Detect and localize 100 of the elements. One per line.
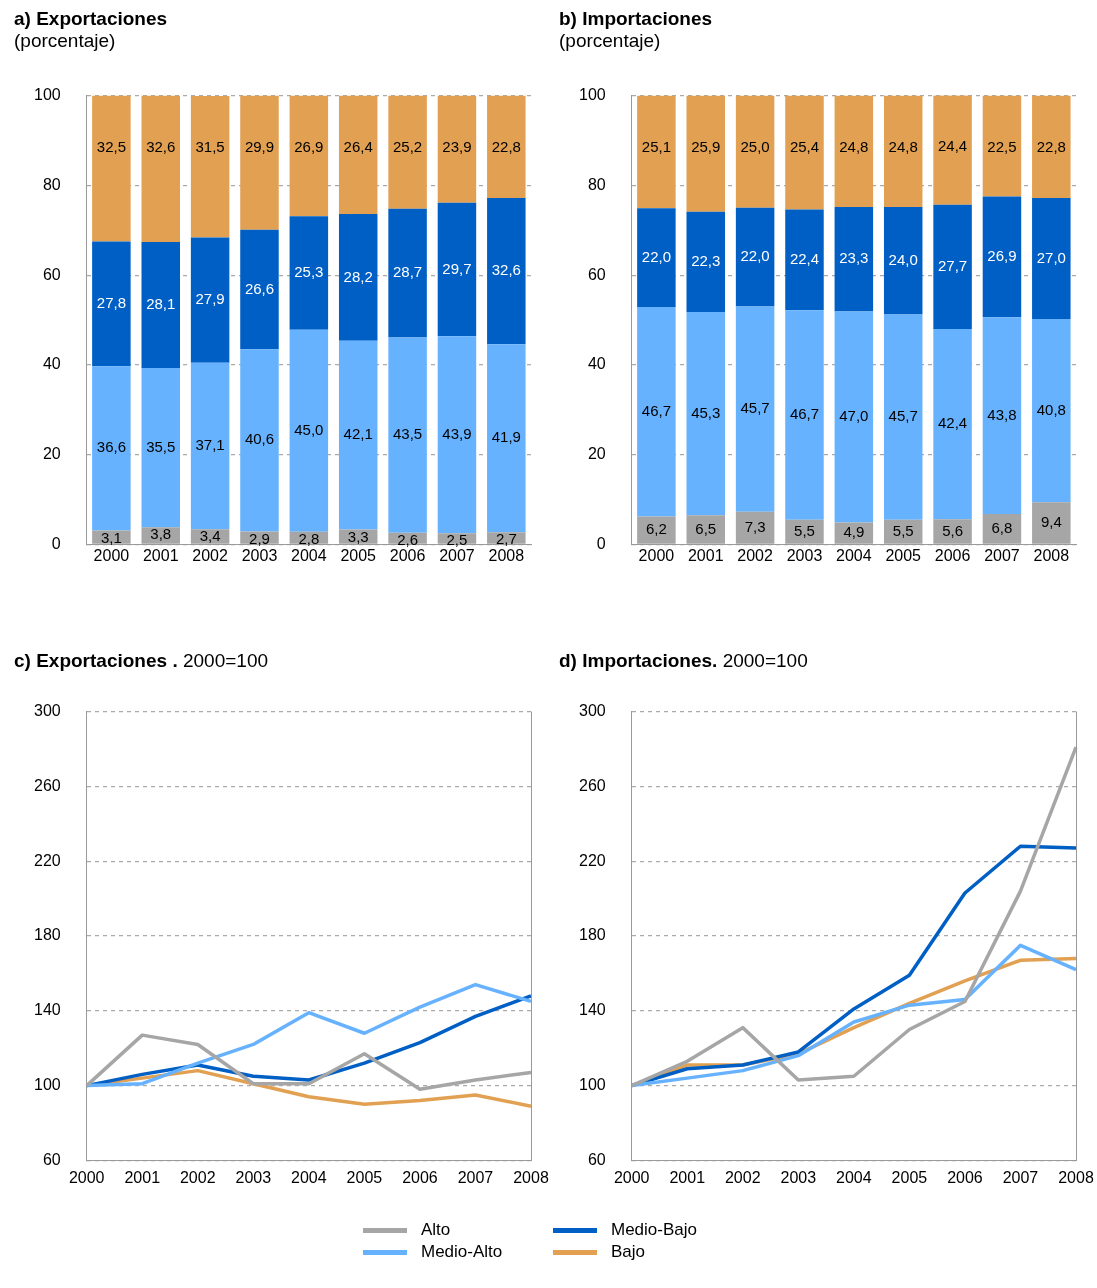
- data-label: 6,8: [991, 518, 1013, 536]
- data-label: 6,5: [695, 519, 717, 537]
- legend-label: Bajo: [611, 1242, 646, 1262]
- data-label: 22,8: [1036, 137, 1066, 155]
- bar: [338, 214, 378, 341]
- y-tick-label: 40: [42, 355, 61, 373]
- data-label: 26,4: [343, 137, 373, 155]
- legend-label: Medio-Alto: [421, 1242, 503, 1262]
- data-label: 7,3: [744, 517, 766, 535]
- data-label: 24,8: [839, 137, 869, 155]
- bar: [240, 349, 279, 532]
- data-label: 2,8: [298, 529, 320, 547]
- bar: [834, 206, 874, 312]
- data-label: 23,3: [839, 249, 869, 267]
- y-tick-label: 100: [578, 1076, 606, 1094]
- data-label: 43,8: [987, 405, 1017, 423]
- chart-title: b) Importaciones: [559, 8, 713, 29]
- data-label: 45,7: [740, 399, 770, 417]
- x-tick-label: 2008: [1033, 547, 1070, 565]
- y-tick-label: 20: [42, 445, 61, 463]
- data-label: 25,0: [740, 137, 770, 155]
- bar: [92, 241, 131, 367]
- bar: [637, 516, 676, 544]
- y-tick-label: 300: [33, 702, 61, 720]
- y-tick-label: 0: [51, 534, 61, 552]
- x-tick-label: 2003: [241, 547, 278, 565]
- x-tick-label: 2004: [836, 1169, 872, 1187]
- data-label: 5,6: [942, 521, 964, 539]
- data-label: 37,1: [195, 436, 225, 454]
- legend-label: Alto: [421, 1220, 451, 1240]
- bar: [933, 204, 972, 329]
- data-label: 3,8: [150, 525, 172, 543]
- y-tick-label: 100: [33, 1076, 61, 1094]
- y-tick-label: 60: [42, 265, 61, 283]
- bar: [933, 519, 972, 544]
- chart-title: a) Exportaciones: [14, 8, 168, 29]
- bar: [1032, 319, 1071, 503]
- bar: [686, 211, 725, 312]
- x-tick-label: 2003: [235, 1169, 272, 1187]
- y-tick-label: 260: [33, 776, 61, 794]
- data-label: 22,3: [691, 252, 721, 270]
- x-tick-label: 2005: [885, 547, 922, 565]
- data-label: 40,8: [1036, 400, 1066, 418]
- x-tick-label: 2003: [786, 547, 823, 565]
- data-label: 3,1: [100, 528, 122, 546]
- x-tick-label: 2003: [780, 1169, 817, 1187]
- data-label: 5,5: [794, 521, 815, 539]
- data-label: 43,5: [392, 425, 423, 443]
- bar: [785, 209, 824, 311]
- bar: [785, 95, 824, 210]
- y-tick-label: 220: [33, 851, 61, 869]
- chart-subtitle: (porcentaje): [559, 30, 662, 52]
- data-label: 41,9: [491, 428, 521, 446]
- x-tick-label: 2000: [93, 547, 130, 565]
- bar: [190, 362, 230, 530]
- bar: [190, 237, 230, 363]
- data-label: 2,5: [446, 531, 468, 549]
- data-label: 47,0: [839, 407, 869, 425]
- data-label: 25,1: [641, 137, 671, 155]
- bar: [1032, 95, 1071, 198]
- data-label: 46,7: [789, 405, 820, 423]
- data-label: 29,9: [244, 137, 275, 155]
- bar: [289, 329, 329, 532]
- bar: [785, 310, 824, 520]
- data-label: 32,6: [146, 137, 176, 155]
- bar: [92, 95, 131, 242]
- x-tick-label: 2006: [947, 1169, 983, 1187]
- x-tick-label: 2005: [346, 1169, 383, 1187]
- chart-subtitle: (porcentaje): [14, 30, 117, 52]
- y-tick-label: 100: [33, 86, 61, 104]
- bar: [933, 328, 972, 520]
- data-label: 35,5: [146, 437, 176, 455]
- bar: [933, 95, 972, 205]
- bar: [487, 197, 526, 345]
- bar: [637, 208, 676, 307]
- bar: [437, 336, 477, 534]
- bar: [834, 95, 874, 207]
- data-label: 24,8: [888, 137, 918, 155]
- x-tick-label: 2007: [1002, 1169, 1039, 1187]
- bar: [686, 95, 725, 212]
- bar: [686, 311, 725, 516]
- data-label: 42,1: [343, 425, 373, 443]
- data-label: 26,6: [244, 279, 275, 297]
- y-tick-label: 40: [587, 355, 606, 373]
- bar: [141, 95, 180, 242]
- bar: [1032, 197, 1071, 320]
- legend-label: Medio-Bajo: [611, 1220, 697, 1240]
- x-tick-label: 2000: [68, 1169, 105, 1187]
- x-tick-label: 2000: [613, 1169, 650, 1187]
- bar: [883, 95, 923, 207]
- x-tick-label: 2004: [836, 547, 872, 565]
- data-label: 3,3: [347, 527, 369, 545]
- x-tick-label: 2002: [192, 547, 229, 565]
- data-label: 2,9: [249, 529, 270, 547]
- bar: [735, 511, 775, 544]
- x-tick-label: 2000: [638, 547, 675, 565]
- bar: [735, 306, 775, 512]
- bar: [834, 311, 874, 523]
- bar: [637, 95, 676, 209]
- bar: [1032, 502, 1071, 544]
